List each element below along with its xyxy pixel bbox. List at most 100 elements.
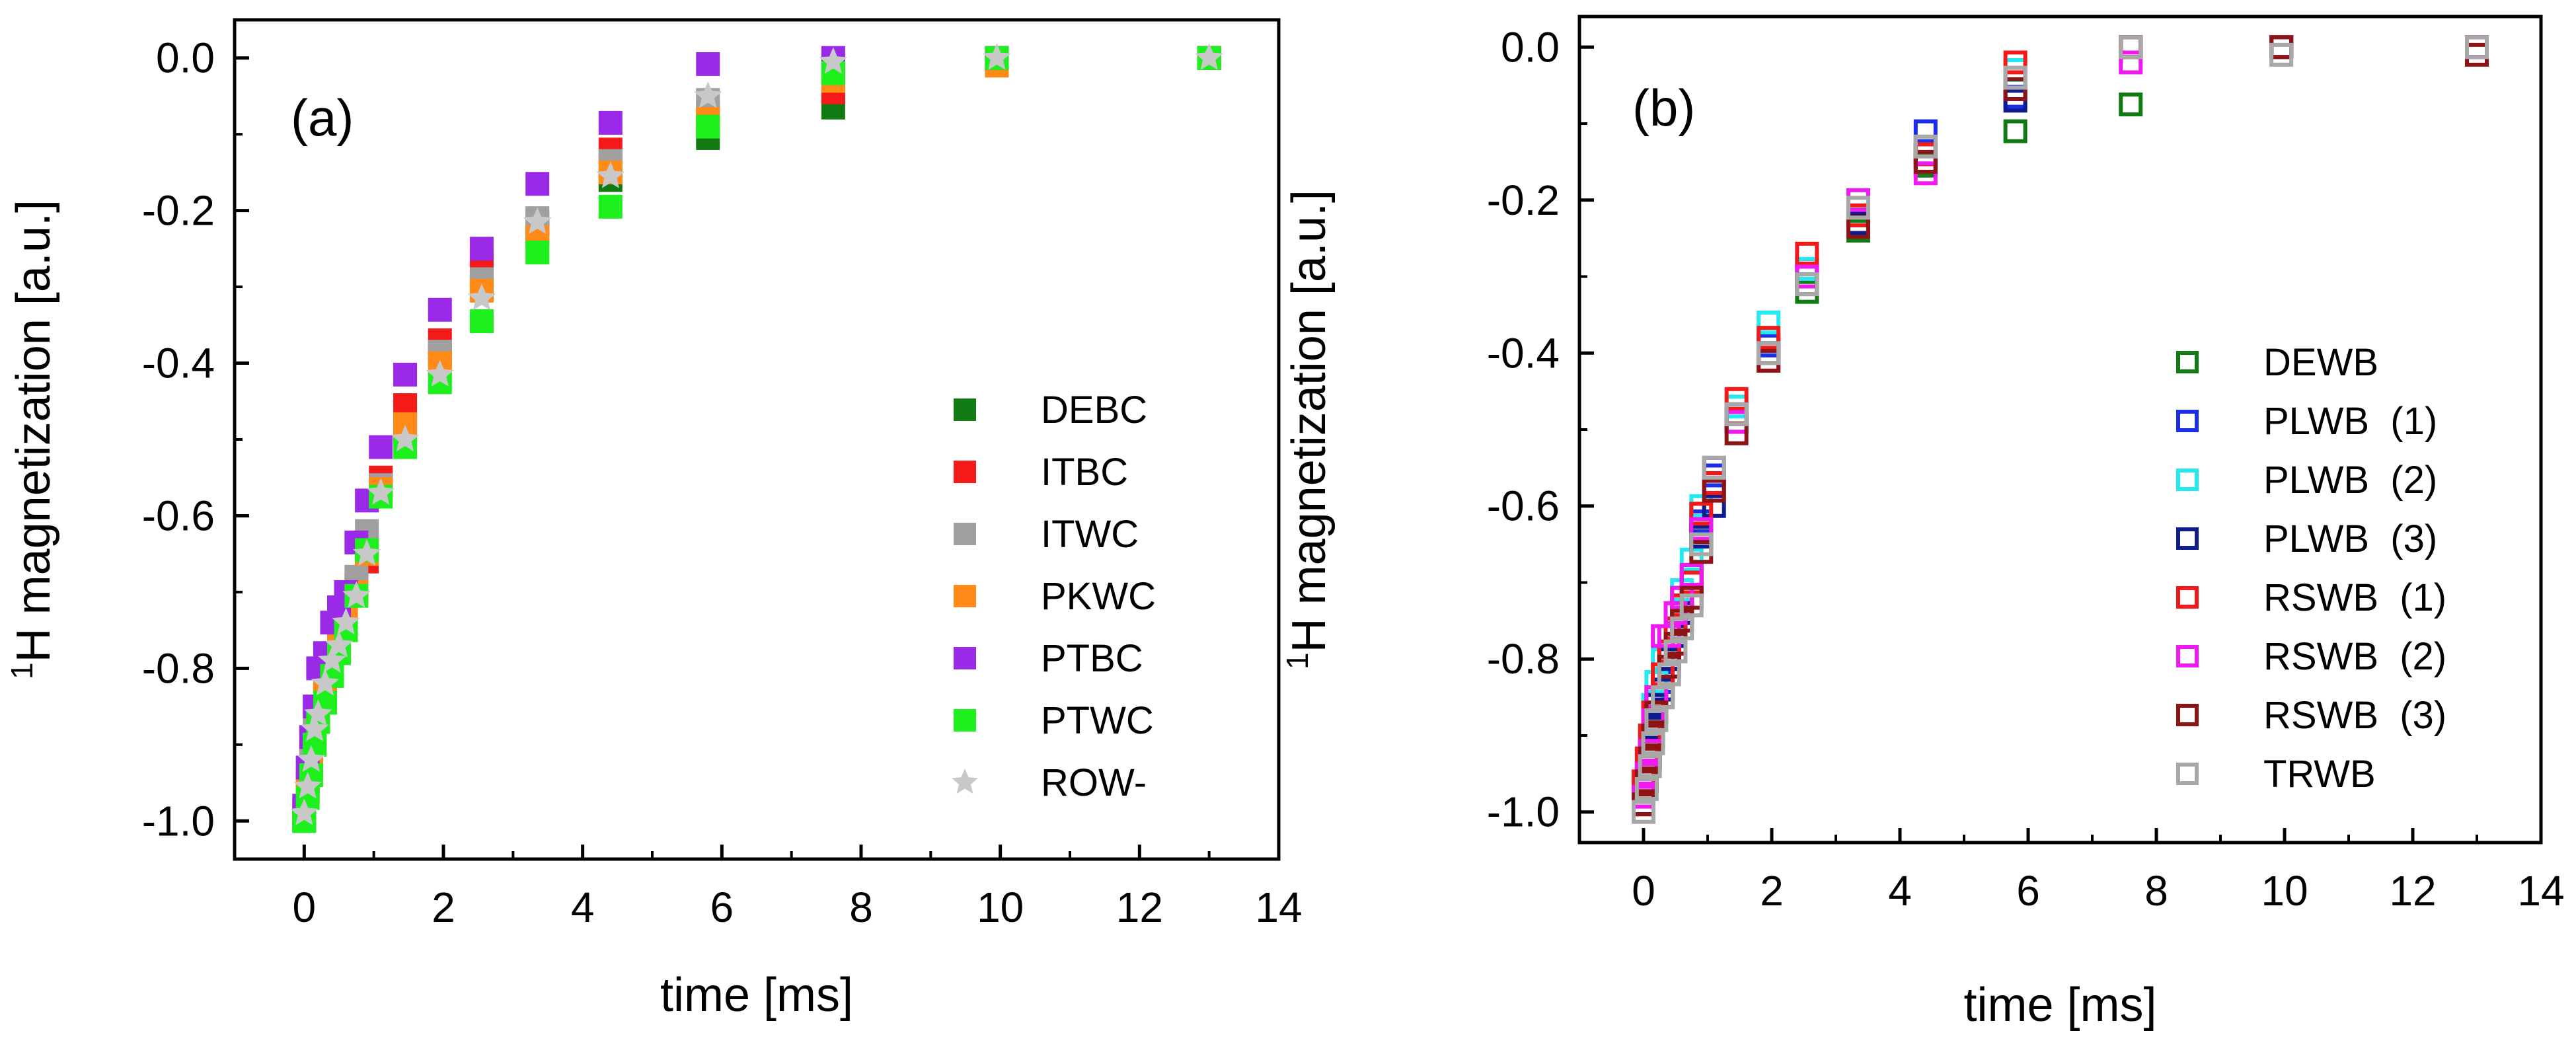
data-point [290,798,319,825]
data-point [1663,601,1688,625]
y-tick-label: 0.0 [1501,23,1560,71]
data-point [598,194,623,219]
panel-a: 0 2 4 6 8 10 12 14 0.0 -0.2 -0.4 -0.6 -0.8 -1.0 time [… [5,18,1303,1022]
data-point [2119,50,2143,75]
legend-marker [954,398,976,421]
data-point [2269,35,2294,59]
y-axis-label-superscript: 1 [5,662,39,679]
data-point [2269,35,2294,59]
data-point [304,699,332,726]
legend-label: RSWB (3) [2263,694,2446,737]
data-point [2269,42,2294,67]
y-tick-label: -1.0 [1487,788,1560,836]
x-tick-label: 14 [1255,884,1302,931]
data-point [696,114,720,139]
y-axis-label-superscript: 1 [1280,652,1314,669]
data-point [1795,272,1819,297]
data-point [1846,196,1870,220]
data-point [1724,402,1749,426]
legend-marker [2176,410,2199,432]
legend-label: PTBC [1041,637,1143,680]
y-tick-label: -0.4 [142,340,215,387]
legend-marker [954,647,976,669]
data-point [2465,35,2489,59]
legend-marker [2176,469,2199,491]
data-point [2269,35,2294,59]
data-point [1689,517,1714,541]
legend-label: PLWB (1) [2263,400,2437,443]
data-point [523,207,552,234]
data-point [1795,241,1819,266]
data-point [2465,35,2489,59]
legend-marker [2176,763,2199,785]
data-point [525,241,550,265]
data-point [2003,58,2027,83]
data-point [1689,502,1714,526]
data-point [2465,35,2489,59]
y-axis-label: 1H magnetization [a.u.] [1280,190,1336,669]
legend-label: PKWC [1041,575,1156,618]
data-point [1632,800,1655,824]
x-tick-label: 12 [2389,867,2436,915]
data-point [1195,43,1223,70]
y-tick-label: -0.8 [142,644,215,692]
data-point [369,435,393,459]
series-row [290,43,1223,825]
data-point [2269,35,2294,59]
legend-label: DEWB [2263,341,2378,384]
y-tick-label: -0.6 [1487,482,1560,530]
panel-label: (b) [1632,79,1695,137]
data-point [1670,616,1694,640]
data-point [1644,708,1669,732]
y-axis-label-text: H magnetization [a.u.] [7,200,60,662]
y-axis-label: 1H magnetization [a.u.] [5,200,60,679]
data-point [1689,532,1714,556]
data-point [1634,776,1659,801]
data-point [300,714,329,741]
x-tick-label: 12 [1116,884,1163,931]
data-point [2269,35,2294,59]
legend-marker [2176,586,2199,609]
data-point [324,630,354,658]
legend-label: DEBC [1041,389,1147,432]
legend-label: PLWB (3) [2263,517,2437,560]
legend-marker [952,768,978,794]
x-tick-label: 4 [1888,867,1912,915]
y-tick-label: -0.2 [1487,176,1560,224]
data-point [2003,50,2027,75]
data-point [1757,310,1781,334]
data-point [2119,93,2143,117]
data-point [1651,685,1675,710]
data-point [391,424,420,452]
legend-marker [954,709,976,732]
data-point [1641,731,1665,755]
data-point [694,81,722,108]
data-point [2465,42,2489,67]
data-point [2119,35,2143,59]
data-point [426,359,454,387]
panel-b: 0 2 4 6 8 10 12 14 0.0 -0.2 -0.4 -0.6 -0.8 -1.0 time [… [1280,15,2565,1032]
legend-marker [2176,351,2199,373]
x-tick-label: 6 [710,884,734,931]
data-point [1913,149,1938,174]
legend-marker [954,523,976,545]
x-axis-label: time [ms] [660,969,853,1022]
x-tick-label: 14 [2517,867,2564,915]
data-point [1638,754,1662,778]
x-tick-label: 0 [293,884,317,931]
data-point [469,309,494,334]
data-point [1757,341,1781,365]
x-tick-label: 6 [2016,867,2040,915]
data-point [1679,562,1704,587]
data-point [598,110,623,135]
data-point [1644,669,1669,694]
legend-marker [954,585,976,607]
data-point [469,237,494,261]
x-tick-label: 2 [432,884,455,931]
data-point [1724,387,1749,411]
data-point [297,745,326,772]
data-point [1663,639,1688,663]
x-tick-label: 8 [2144,867,2168,915]
x-tick-label: 2 [1760,867,1784,915]
data-point [1913,119,1938,143]
